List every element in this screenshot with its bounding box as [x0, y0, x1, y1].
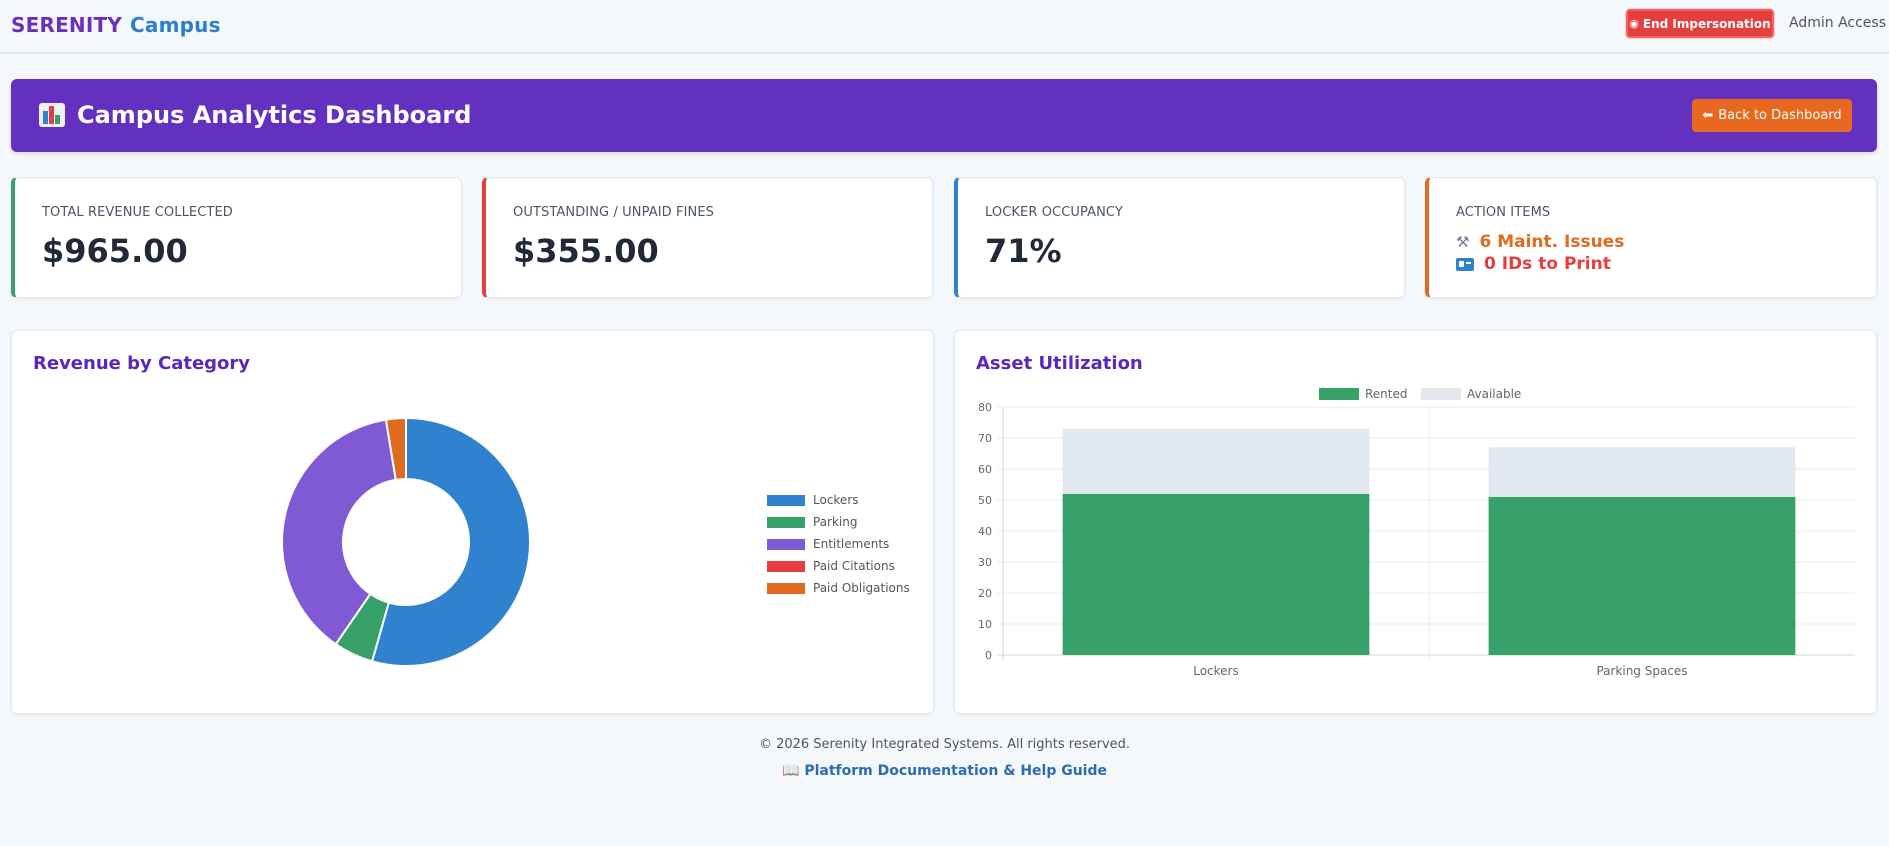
- y-tick-label: 0: [985, 649, 992, 662]
- page-title: Campus Analytics Dashboard: [39, 101, 471, 129]
- legend-label: Entitlements: [813, 537, 890, 551]
- footer-copyright: © 2026 Serenity Integrated Systems. All …: [758, 737, 1131, 752]
- legend-item[interactable]: Lockers: [767, 489, 910, 511]
- page-header-banner: Campus Analytics Dashboard ⬅ Back to Das…: [11, 79, 1877, 152]
- legend-item[interactable]: Entitlements: [767, 533, 910, 555]
- back-to-dashboard-button[interactable]: ⬅ Back to Dashboard: [1692, 99, 1852, 132]
- revenue-by-category-panel: Revenue by Category Lockers Parking Entitl…: [11, 330, 934, 714]
- stat-label: TOTAL REVENUE COLLECTED: [42, 205, 233, 220]
- stat-label: LOCKER OCCUPANCY: [985, 205, 1123, 220]
- y-tick-label: 80: [978, 401, 992, 414]
- bar-available-parking-spaces[interactable]: [1488, 447, 1796, 497]
- legend-label[interactable]: Available: [1467, 387, 1521, 401]
- bar-rented-lockers[interactable]: [1062, 493, 1370, 655]
- legend-label: Paid Citations: [813, 559, 895, 573]
- stat-label: ACTION ITEMS: [1456, 205, 1551, 220]
- stat-card-action-items: ACTION ITEMS ⚒ 6 Maint. Issues 0 IDs to …: [1425, 177, 1877, 298]
- legend-item[interactable]: Paid Obligations: [767, 577, 910, 599]
- stat-value: $965.00: [42, 232, 188, 270]
- tools-icon: ⚒: [1456, 233, 1470, 251]
- stat-label: OUTSTANDING / UNPAID FINES: [513, 205, 714, 220]
- legend-label: Paid Obligations: [813, 581, 910, 595]
- legend-label[interactable]: Rented: [1365, 387, 1408, 401]
- brand-primary: SERENITY: [11, 13, 123, 37]
- legend-swatch: [767, 494, 805, 506]
- y-tick-label: 30: [978, 556, 992, 569]
- brand-secondary: Campus: [130, 13, 221, 37]
- ids-to-print-text: 0 IDs to Print: [1484, 254, 1611, 274]
- panel-title: Asset Utilization: [976, 353, 1143, 374]
- stat-value: $355.00: [513, 232, 659, 270]
- documentation-link-text: Platform Documentation & Help Guide: [804, 763, 1107, 779]
- legend-swatch: [767, 516, 805, 528]
- revenue-legend: Lockers Parking Entitlements Paid Citations…: [767, 489, 910, 599]
- slice-entitlements[interactable]: [281, 418, 397, 646]
- y-tick-label: 10: [978, 618, 992, 631]
- book-icon: 📖: [782, 763, 800, 779]
- y-tick-label: 50: [978, 494, 992, 507]
- back-to-dashboard-label: Back to Dashboard: [1718, 108, 1842, 123]
- x-tick-label: Parking Spaces: [1596, 664, 1687, 678]
- bar-chart-icon: [39, 103, 65, 127]
- legend-label: Parking: [813, 515, 858, 529]
- stat-card-unpaid-fines: OUTSTANDING / UNPAID FINES $355.00: [482, 177, 933, 298]
- admin-access-link[interactable]: Admin Access: [1789, 15, 1886, 31]
- asset-utilization-panel: Asset Utilization 0 10 20 30 40 50 60 70 80 Locke…: [954, 330, 1877, 714]
- panel-title: Revenue by Category: [33, 353, 251, 374]
- legend-swatch: [767, 538, 805, 550]
- ids-to-print-link[interactable]: 0 IDs to Print: [1456, 254, 1611, 274]
- legend-swatch: [1319, 388, 1359, 400]
- revenue-doughnut-chart: [281, 416, 531, 667]
- end-impersonation-button[interactable]: ◉ End Impersonation: [1626, 9, 1774, 38]
- brand-logo[interactable]: SERENITY Campus: [11, 13, 221, 37]
- maint-issues-text: 6 Maint. Issues: [1479, 232, 1625, 252]
- user-shield-icon: ◉: [1629, 17, 1639, 30]
- documentation-link[interactable]: 📖 Platform Documentation & Help Guide: [0, 763, 1889, 779]
- legend-item[interactable]: Paid Citations: [767, 555, 910, 577]
- y-tick-label: 20: [978, 587, 992, 600]
- y-tick-label: 40: [978, 525, 992, 538]
- legend-swatch: [767, 560, 805, 572]
- legend-item[interactable]: Parking: [767, 511, 910, 533]
- x-tick-label: Lockers: [1193, 664, 1239, 678]
- legend-label: Lockers: [813, 493, 859, 507]
- slice-lockers[interactable]: [370, 416, 531, 667]
- stat-card-locker-occupancy: LOCKER OCCUPANCY 71%: [954, 177, 1405, 298]
- bar-available-lockers[interactable]: [1062, 428, 1370, 494]
- asset-utilization-bar-chart: 0 10 20 30 40 50 60 70 80 Lockers Parking Spaces R…: [978, 387, 1855, 678]
- stat-card-total-revenue: TOTAL REVENUE COLLECTED $965.00: [11, 177, 462, 298]
- top-nav: SERENITY Campus ◉ End Impersonation Admin…: [0, 0, 1889, 54]
- y-tick-label: 60: [978, 463, 992, 476]
- legend-swatch: [767, 582, 805, 594]
- bar-rented-parking-spaces[interactable]: [1488, 496, 1796, 655]
- maint-issues-link[interactable]: ⚒ 6 Maint. Issues: [1456, 232, 1624, 252]
- page-title-text: Campus Analytics Dashboard: [77, 101, 472, 129]
- id-card-icon: [1456, 257, 1474, 271]
- stat-value: 71%: [985, 232, 1062, 270]
- slice-paid-obligations[interactable]: [384, 416, 407, 481]
- legend-swatch: [1421, 388, 1461, 400]
- arrow-left-icon: ⬅: [1702, 108, 1714, 123]
- y-tick-label: 70: [978, 432, 992, 445]
- end-impersonation-label: End Impersonation: [1642, 16, 1771, 31]
